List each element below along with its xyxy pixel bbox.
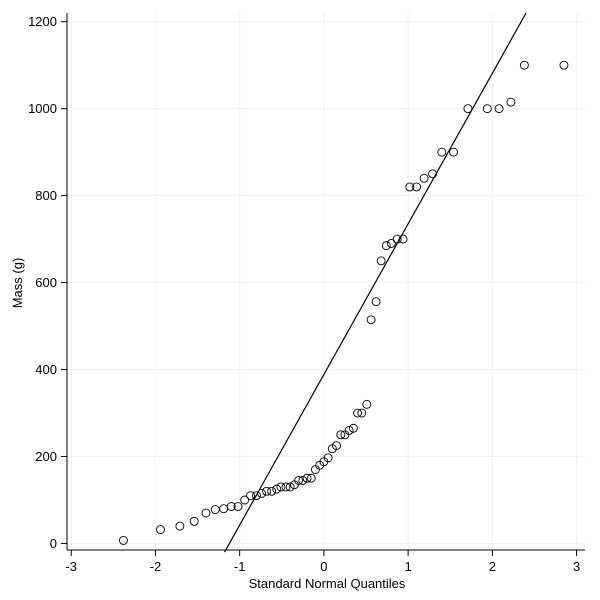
data-point xyxy=(437,147,447,157)
data-point xyxy=(233,502,243,511)
y-tick-label: 800 xyxy=(35,188,57,203)
data-point xyxy=(246,491,256,501)
y-tick-label: 0 xyxy=(50,536,57,551)
data-point xyxy=(201,508,211,518)
y-tick-label: 200 xyxy=(35,449,57,464)
x-axis-ticks: -3 -2 -1 0 1 2 3 xyxy=(65,550,580,574)
data-point xyxy=(156,525,165,535)
data-point xyxy=(267,486,277,496)
data-point xyxy=(332,441,341,451)
x-tick-label: -2 xyxy=(150,559,162,574)
x-tick-label: -3 xyxy=(65,559,77,574)
data-point xyxy=(419,173,429,183)
reference-line-group xyxy=(223,12,527,553)
data-point xyxy=(336,430,346,440)
data-point xyxy=(118,535,128,545)
data-point xyxy=(506,97,516,107)
data-point xyxy=(428,169,437,179)
data-point xyxy=(189,516,199,526)
data-point xyxy=(175,521,185,531)
data-point xyxy=(285,482,295,492)
x-tick-label: 3 xyxy=(573,559,580,574)
y-axis-label: Mass (g) xyxy=(10,258,25,309)
data-point xyxy=(357,408,367,418)
x-tick-label: 1 xyxy=(405,559,412,574)
data-point xyxy=(494,104,504,114)
data-point xyxy=(405,182,415,192)
data-point xyxy=(311,465,320,475)
data-point xyxy=(276,482,286,492)
x-tick-label: -1 xyxy=(234,559,246,574)
axes xyxy=(66,13,585,551)
data-point xyxy=(294,475,304,485)
data-point xyxy=(362,399,372,409)
data-point xyxy=(381,241,391,251)
data-point xyxy=(272,484,282,494)
data-point xyxy=(302,473,312,483)
data-point xyxy=(348,423,358,433)
y-tick-label: 600 xyxy=(35,275,57,290)
data-point xyxy=(366,315,376,325)
data-point xyxy=(323,453,333,463)
data-point xyxy=(298,475,308,485)
y-axis-ticks: 0 200 400 600 800 1000 1200 xyxy=(28,14,67,551)
data-point xyxy=(519,60,529,70)
data-point xyxy=(219,504,229,514)
data-point xyxy=(353,408,363,418)
data-points xyxy=(118,60,569,545)
data-point xyxy=(412,182,421,192)
data-point xyxy=(482,104,492,114)
gridlines xyxy=(67,13,585,550)
data-point xyxy=(449,147,459,157)
data-point xyxy=(386,239,396,248)
data-point xyxy=(281,482,291,492)
data-point xyxy=(306,473,316,483)
data-point xyxy=(344,425,354,435)
data-point xyxy=(559,60,569,70)
data-point xyxy=(371,297,381,307)
data-point xyxy=(262,486,272,496)
data-point xyxy=(226,502,236,511)
y-tick-label: 400 xyxy=(35,362,57,377)
data-point xyxy=(210,505,220,515)
data-point xyxy=(376,256,386,266)
data-point xyxy=(240,495,250,505)
y-tick-label: 1000 xyxy=(28,101,57,116)
y-tick-label: 1200 xyxy=(28,14,57,29)
x-tick-label: 2 xyxy=(489,559,496,574)
reference-line xyxy=(223,12,527,553)
x-axis-label: Standard Normal Quantiles xyxy=(249,576,406,591)
data-point xyxy=(252,491,261,501)
x-tick-label: 0 xyxy=(320,559,327,574)
